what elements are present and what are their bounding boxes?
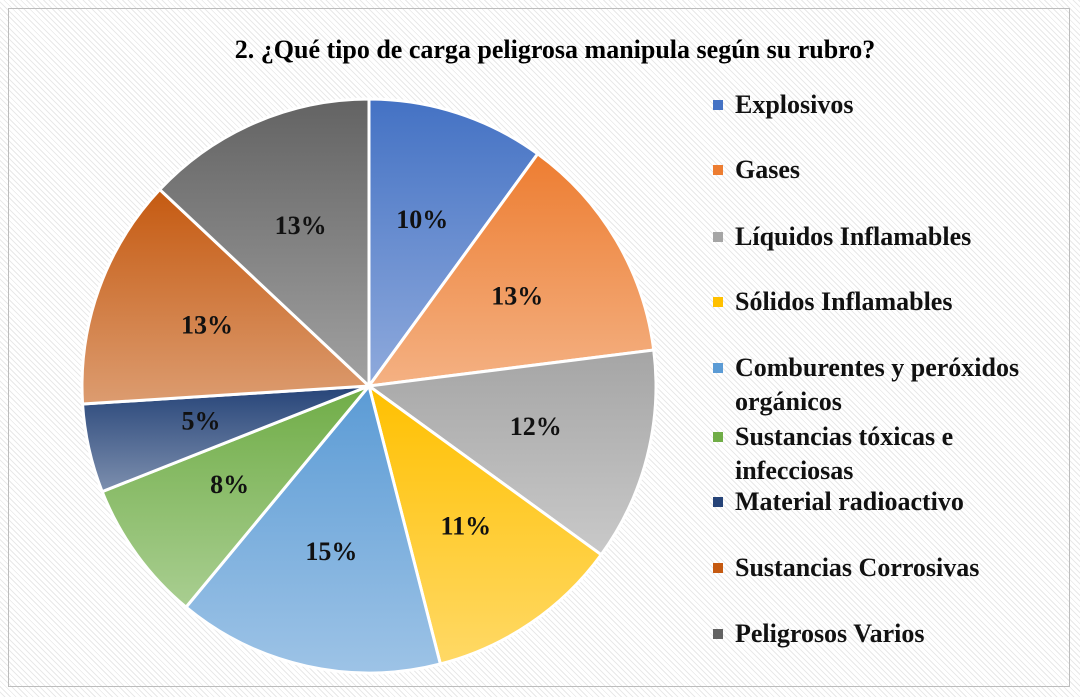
pie-slice: [365, 348, 658, 557]
legend-label: Sólidos Inflamables: [735, 287, 953, 316]
legend-label: Sustancias tóxicas e infecciosas: [735, 422, 954, 485]
legend-item: Gases: [713, 153, 1031, 187]
legend-label: Comburentes y peróxidos orgánicos: [735, 353, 1020, 416]
legend-marker: [713, 297, 723, 307]
data-label: 10%: [396, 205, 448, 234]
pie-slice: [157, 97, 371, 390]
legend-item: Sustancias Corrosivas: [713, 551, 1031, 585]
legend-label: Material radioactivo: [735, 487, 964, 516]
data-label: 5%: [181, 407, 220, 436]
legend-item: Comburentes y peróxidos orgánicos: [713, 351, 1031, 419]
legend-marker: [713, 629, 723, 639]
legend-label: Sustancias Corrosivas: [735, 553, 980, 582]
pie-slice: [80, 187, 373, 406]
pie-slice: [365, 151, 656, 388]
pie-slice: [183, 382, 443, 675]
data-label: 13%: [275, 211, 327, 240]
legend-label: Líquidos Inflamables: [735, 222, 972, 251]
data-label: 15%: [305, 537, 357, 566]
legend-marker: [713, 165, 723, 175]
legend-marker: [713, 100, 723, 110]
legend-item: Sustancias tóxicas e infecciosas: [713, 420, 1031, 488]
pie-slice: [366, 382, 604, 666]
legend-item: Líquidos Inflamables: [713, 220, 1031, 254]
legend-marker: [713, 432, 723, 442]
legend-marker: [713, 497, 723, 507]
legend-label: Explosivos: [735, 90, 854, 119]
legend-marker: [713, 232, 723, 242]
chart-border: [8, 8, 1070, 687]
data-label: 8%: [210, 470, 249, 499]
chart-title: 2. ¿Qué tipo de carga peligrosa manipula…: [235, 35, 875, 64]
data-label: 13%: [491, 281, 543, 310]
data-label: 11%: [441, 511, 492, 540]
legend-marker: [713, 563, 723, 573]
legend-item: Explosivos: [713, 88, 1031, 122]
legend-marker: [713, 363, 723, 373]
legend-label: Gases: [735, 155, 800, 184]
legend-item: Peligrosos Varios: [713, 617, 1031, 651]
legend-item: Material radioactivo: [713, 485, 1031, 519]
legend-label: Peligrosos Varios: [735, 619, 925, 648]
pie-slice: [367, 97, 540, 391]
data-label: 12%: [510, 412, 562, 441]
data-label: 13%: [181, 311, 233, 340]
pie-slice: [100, 384, 371, 610]
legend-item: Sólidos Inflamables: [713, 285, 1031, 319]
